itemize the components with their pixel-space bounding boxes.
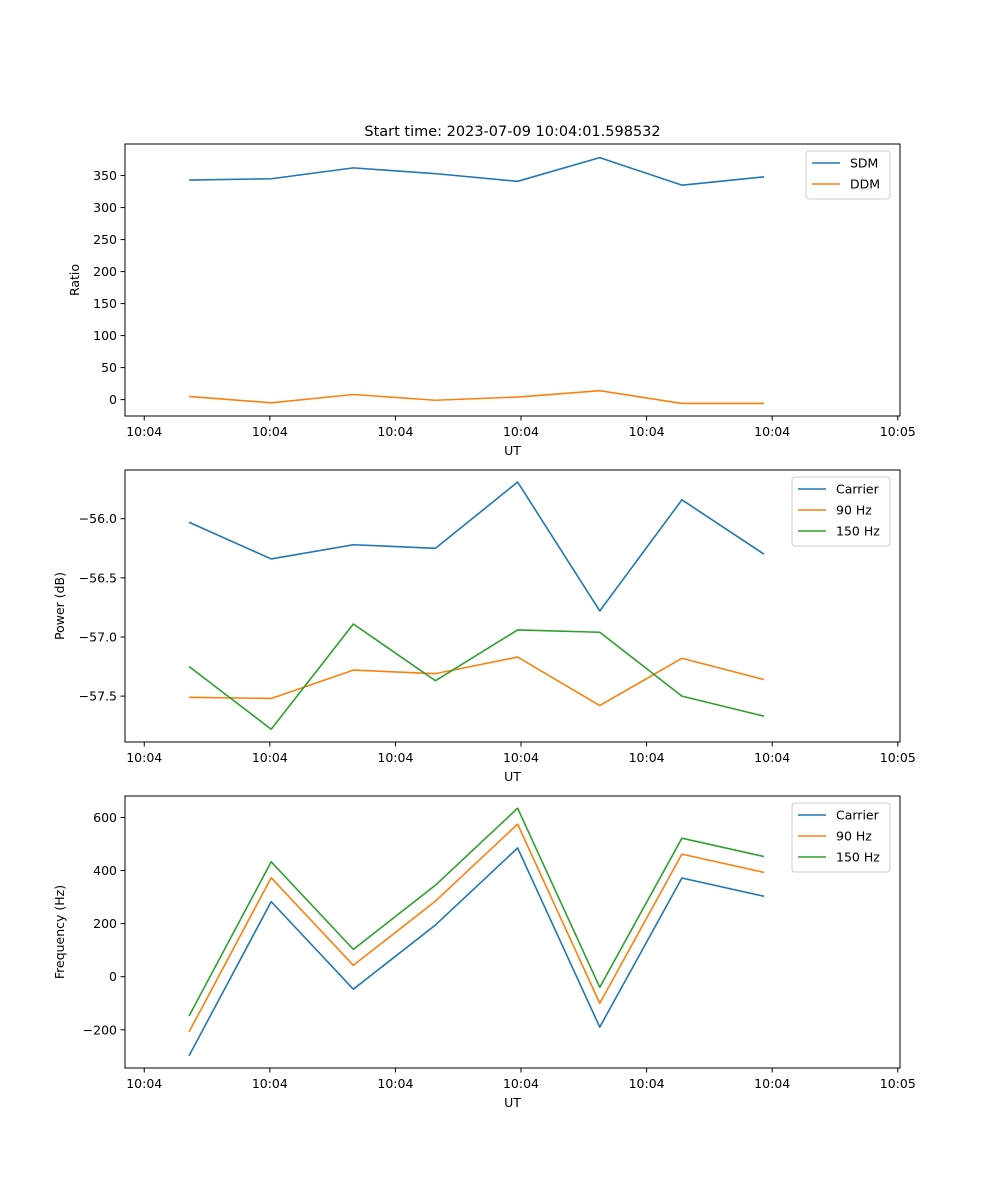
y-tick-label: 350 [93,168,117,183]
axes-frame [124,795,901,1069]
y-tick-label: 250 [93,232,117,247]
x-tick-label: 10:04 [503,1076,539,1091]
series-line-carrier [188,481,765,612]
series-line-90-hz [188,823,765,1033]
legend-label: DDM [850,177,880,192]
x-tick-label: 10:04 [754,1076,790,1091]
y-tick-label: 50 [101,360,117,375]
x-tick-label: 10:05 [880,750,916,765]
x-tick-label: 10:05 [880,424,916,439]
x-tick-label: 10:04 [377,424,413,439]
series-line-150-hz [188,623,765,731]
y-tick-label: 0 [109,969,117,984]
x-tick-label: 10:04 [377,750,413,765]
y-tick-label: 600 [93,810,117,825]
legend-label: 150 Hz [836,850,880,865]
y-tick-label: 150 [93,296,117,311]
x-tick-label: 10:04 [126,424,162,439]
y-axis-label: Frequency (Hz) [52,885,67,979]
x-tick-label: 10:04 [126,750,162,765]
legend-label: Carrier [836,482,880,497]
series-line-sdm [189,156,765,186]
series-line-150-hz [188,807,765,1017]
y-tick-label: −57.5 [79,689,117,704]
legend: Carrier 90 Hz 150 Hz [791,476,891,547]
panels-container: 10:04 10:04 10:04 10:04 10:04 10:04 10:05 0 50 10… [52,143,916,1110]
x-tick-label: 10:04 [754,750,790,765]
x-tick-label: 10:04 [629,1076,665,1091]
axes-frame [124,143,901,417]
y-tick-label: 100 [93,328,117,343]
y-tick-label: −56.5 [79,570,117,585]
x-tick-label: 10:04 [252,750,288,765]
legend-label: 150 Hz [836,524,880,539]
legend: Carrier 90 Hz 150 Hz [791,802,891,873]
y-tick-label: −200 [83,1022,117,1037]
legend-label: 90 Hz [836,829,872,844]
x-axis-label: UT [504,769,521,784]
x-tick-label: 10:04 [377,1076,413,1091]
x-tick-label: 10:04 [126,1076,162,1091]
x-axis-label: UT [504,443,521,458]
y-tick-label: 0 [109,392,117,407]
series-line-ddm [188,389,765,405]
y-tick-label: 300 [93,200,117,215]
legend-label: 90 Hz [836,503,872,518]
y-axis-label: Ratio [67,264,82,296]
legend-label: SDM [850,156,878,171]
legend: SDM DDM [805,150,891,200]
y-axis-label: Power (dB) [52,572,67,640]
y-tick-label: 200 [93,916,117,931]
legend-label: Carrier [836,808,880,823]
chart-panel-3: 10:04 10:04 10:04 10:04 10:04 10:04 10:05 −200 0… [52,795,916,1110]
x-tick-label: 10:04 [252,1076,288,1091]
x-tick-label: 10:04 [629,424,665,439]
y-tick-label: −57.0 [79,629,117,644]
x-axis-label: UT [504,1095,521,1110]
x-tick-label: 10:05 [880,1076,916,1091]
y-tick-label: 400 [93,863,117,878]
chart-panel-1: 10:04 10:04 10:04 10:04 10:04 10:04 10:05 0 50 10… [67,143,916,458]
legend-box [791,802,891,873]
x-tick-label: 10:04 [503,750,539,765]
legend-box [791,476,891,547]
axes-frame [124,469,901,743]
x-tick-label: 10:04 [629,750,665,765]
x-tick-label: 10:04 [754,424,790,439]
chart-panel-2: 10:04 10:04 10:04 10:04 10:04 10:04 10:05 −57.5… [52,469,916,784]
x-tick-label: 10:04 [503,424,539,439]
x-tick-label: 10:04 [252,424,288,439]
figure-title: Start time: 2023-07-09 10:04:01.598532 [364,124,660,140]
y-tick-label: 200 [93,264,117,279]
series-line-90-hz [189,656,765,707]
series-line-carrier [188,847,765,1057]
y-tick-label: −56.0 [79,511,117,526]
